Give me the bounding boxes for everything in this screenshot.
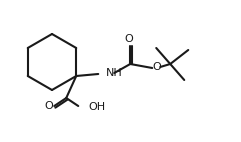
Text: O: O: [153, 62, 162, 72]
Text: OH: OH: [88, 102, 105, 112]
Text: O: O: [45, 101, 54, 111]
Text: O: O: [125, 34, 134, 44]
Text: NH: NH: [106, 68, 123, 78]
